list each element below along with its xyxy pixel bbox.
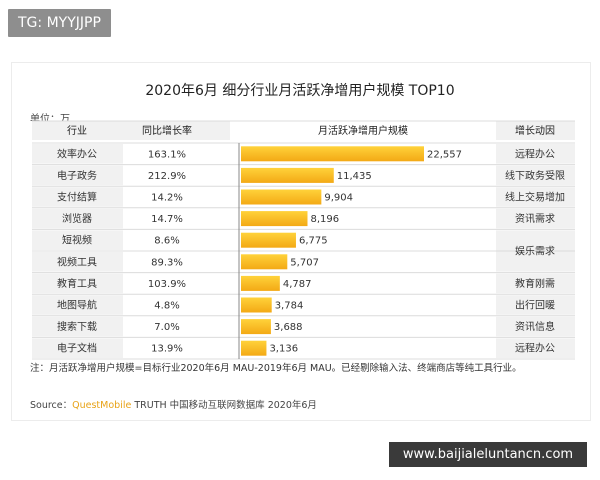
chart-source: Source：QuestMobile TRUTH 中国移动互联网数据库 2020… [30,397,317,411]
column-header: 增长动因 [515,124,555,137]
industry-label: 短视频 [62,234,92,247]
row-bg-driver [496,295,575,315]
row-bg-industry [32,338,123,358]
bar-value-label: 4,787 [283,279,312,290]
row-bg-industry [32,187,123,207]
driver-label: 资讯需求 [515,213,555,225]
yoy-label: 8.6% [154,236,179,247]
source-prefix: Source： [30,400,73,411]
column-header: 同比增长率 [142,124,192,137]
bar [241,167,334,183]
driver-label: 教育刚需 [515,277,555,290]
column-header: 月活跃净增用户规模 [318,124,408,137]
bar [241,232,296,248]
bar [241,146,424,162]
yoy-label: 7.0% [154,322,179,333]
row-bg-industry [32,230,123,250]
yoy-label: 4.8% [154,301,179,312]
driver-label: 线上交易增加 [505,191,565,204]
row-bg-industry [32,144,123,164]
source-brand: QuestMobile [72,400,132,411]
yoy-label: 14.7% [151,214,183,225]
yoy-label: 13.9% [151,344,183,355]
chart-note: 注：月活跃净增用户规模=目标行业2020年6月 MAU-2019年6月 MAU。… [30,363,522,374]
top-tag: TG: MYYJJPP [8,9,111,37]
industry-label: 地图导航 [57,299,97,312]
row-bg-industry [32,273,123,294]
chart-title: 2020年6月 细分行业月活跃净增用户规模 TOP10 [145,83,455,99]
row-bg-driver [496,273,575,294]
row-bg-industry [32,316,123,337]
row-bg-driver [496,165,575,186]
driver-label-merged: 娱乐需求 [515,245,555,258]
row-bg-industry [32,295,123,315]
bar-value-label: 3,136 [269,344,298,355]
row-bg-driver [496,187,575,207]
driver-label: 线下政务受限 [505,169,565,182]
yoy-label: 14.2% [151,193,183,204]
row-bg-industry [32,165,123,186]
row-bg-driver [496,316,575,337]
unit-label: 单位：万 [30,114,70,125]
bar-value-label: 3,688 [274,322,303,333]
industry-label: 效率办公 [57,147,97,160]
row-bg-industry [32,252,123,272]
bar-value-label: 8,196 [310,214,339,225]
bar [241,275,280,291]
bar [241,211,308,227]
row-bg-driver [496,208,575,229]
row-bg-industry [32,208,123,229]
industry-label: 搜索下载 [57,320,97,333]
industry-label: 视频工具 [57,255,97,268]
source-rest: TRUTH 中国移动互联网数据库 2020年6月 [131,400,317,411]
bar-value-label: 3,784 [275,301,304,312]
bar-value-label: 11,435 [337,171,372,182]
site-watermark: www.baijialeluntancn.com [389,442,587,467]
header-bg-right [496,121,575,140]
bar-value-label: 9,904 [324,193,353,204]
industry-label: 教育工具 [57,277,97,290]
bar [241,189,322,205]
industry-label: 电子文档 [57,342,97,355]
industry-label: 支付结算 [57,191,97,204]
bar [241,319,271,335]
column-header: 行业 [67,124,87,137]
row-bg-driver [496,144,575,164]
bar [241,297,272,313]
industry-label: 电子政务 [57,169,97,182]
bar-value-label: 6,775 [299,236,328,247]
header-bg-left [32,121,230,140]
driver-label: 出行回暖 [515,299,555,312]
yoy-label: 212.9% [148,171,186,182]
row-bg-driver [496,338,575,358]
bar-value-label: 22,557 [427,149,462,160]
bar [241,340,267,356]
industry-label: 浏览器 [62,212,92,225]
driver-label: 远程办公 [515,147,555,160]
yoy-label: 163.1% [148,149,186,160]
bar [241,254,288,270]
yoy-label: 103.9% [148,279,186,290]
driver-label: 资讯信息 [515,320,555,333]
driver-label: 远程办公 [515,342,555,355]
bar-value-label: 5,707 [290,257,319,268]
yoy-label: 89.3% [151,257,183,268]
